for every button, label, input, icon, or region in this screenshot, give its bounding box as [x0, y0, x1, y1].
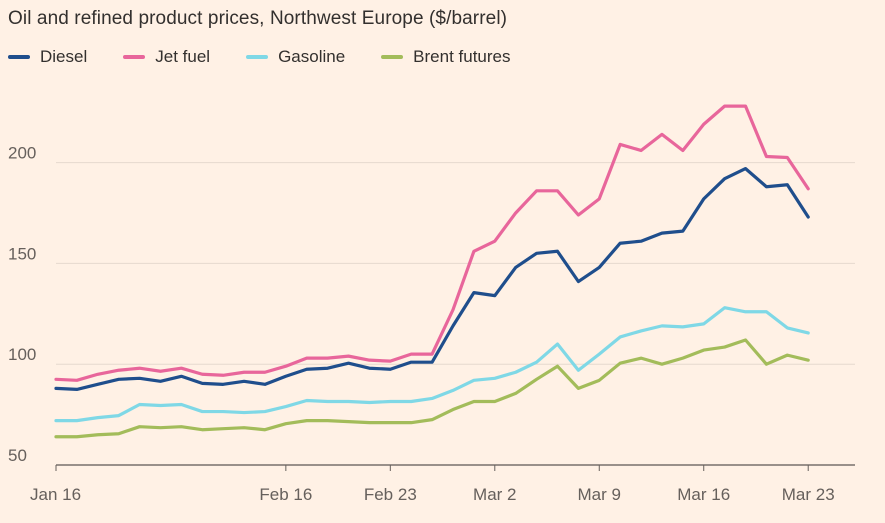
legend-swatch-gasoline — [246, 55, 269, 59]
series-line-brent-futures — [54, 338, 810, 439]
x-tick-label: Jan 16 — [30, 485, 81, 504]
legend-item-gasoline: Gasoline — [246, 47, 345, 67]
legend-label-jet-fuel: Jet fuel — [155, 47, 211, 66]
series-line-jet-fuel — [54, 104, 810, 382]
legend-item-brent-futures: Brent futures — [381, 47, 511, 67]
chart-title: Oil and refined product prices, Northwes… — [8, 8, 508, 29]
y-tick-label: 200 — [8, 144, 36, 163]
legend-label-diesel: Diesel — [40, 47, 88, 66]
legend-swatch-jet-fuel — [123, 55, 146, 59]
x-axis-ticks: Jan 16 Feb 16 Feb 23 Mar 2 Mar 9 Mar 16 Mar 23 — [30, 465, 835, 504]
legend-swatch-brent-futures — [381, 55, 404, 59]
series-lines — [54, 104, 810, 439]
series-line-gasoline — [54, 306, 810, 423]
x-tick-label: Feb 16 — [259, 485, 312, 504]
legend-label-gasoline: Gasoline — [278, 47, 346, 66]
x-tick-label: Feb 23 — [364, 485, 417, 504]
y-axis-ticks: 50 100 150 200 — [8, 144, 36, 465]
legend-item-diesel: Diesel — [8, 47, 87, 67]
y-tick-label: 150 — [8, 244, 36, 263]
legend-swatch-diesel — [8, 55, 30, 59]
x-tick-label: Mar 23 — [782, 485, 835, 504]
y-tick-label: 100 — [8, 345, 36, 364]
x-tick-label: Mar 9 — [578, 485, 621, 504]
legend-item-jet-fuel: Jet fuel — [123, 47, 210, 67]
legend: Diesel Jet fuel Gasoline Brent futures — [8, 47, 547, 67]
legend-label-brent-futures: Brent futures — [413, 47, 511, 66]
gridlines — [56, 162, 855, 466]
series-line-diesel — [54, 167, 810, 391]
x-tick-label: Mar 2 — [473, 485, 516, 504]
x-tick-label: Mar 16 — [677, 485, 730, 504]
y-tick-label: 50 — [8, 446, 27, 465]
